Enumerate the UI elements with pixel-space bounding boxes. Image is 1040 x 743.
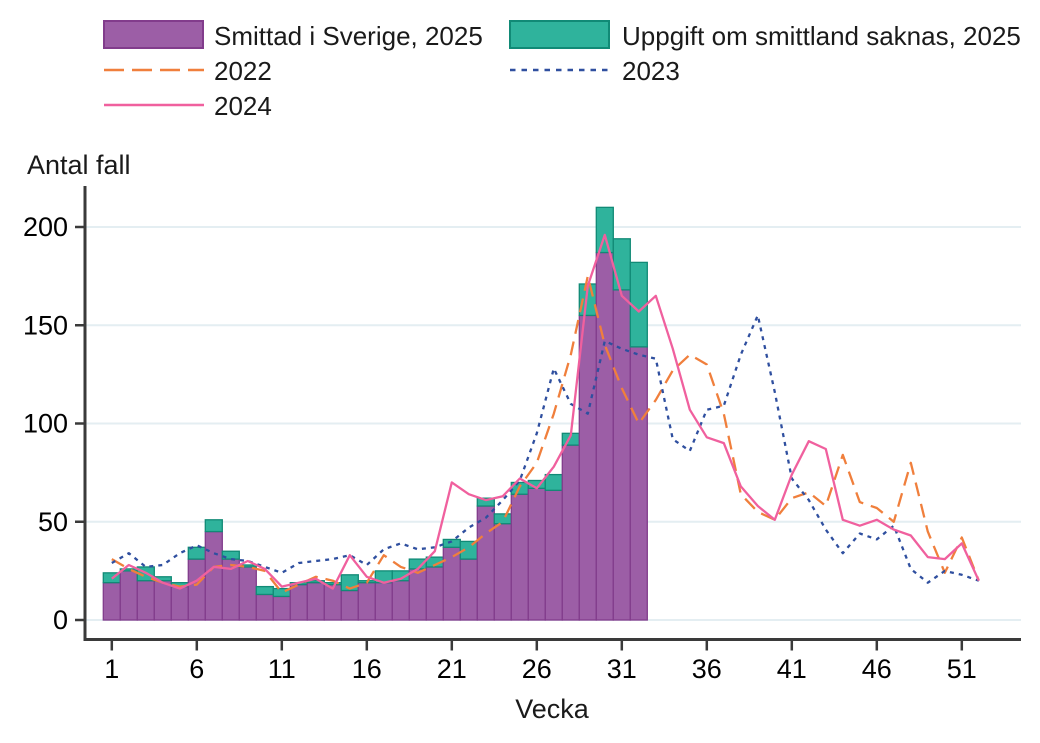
bar-sverige-week-5 xyxy=(170,585,189,621)
bar-saknas-week-7 xyxy=(204,519,223,533)
bar-sverige-week-14 xyxy=(323,583,342,621)
bar-saknas-week-24 xyxy=(493,513,512,525)
bar-sverige-week-1 xyxy=(102,582,121,621)
bar-saknas-week-31 xyxy=(612,238,631,291)
x-tick-label-26: 26 xyxy=(522,654,552,684)
bar-sverige-week-30 xyxy=(595,251,614,621)
x-tick-label-31: 31 xyxy=(607,654,637,684)
bar-sverige-week-26 xyxy=(527,487,546,621)
y-axis-title: Antal fall xyxy=(27,150,131,180)
legend-line-sample-2023 xyxy=(510,68,610,72)
x-tick-label-1: 1 xyxy=(104,654,119,684)
legend-label-2024: 2024 xyxy=(214,91,272,121)
bar-saknas-week-8 xyxy=(221,550,240,560)
x-tick-label-6: 6 xyxy=(189,654,204,684)
y-tick-label-200: 200 xyxy=(23,212,68,242)
bar-sverige-week-29 xyxy=(578,314,597,621)
y-tick-label-150: 150 xyxy=(23,310,68,340)
bar-sverige-week-20 xyxy=(425,566,444,621)
bar-sverige-week-9 xyxy=(238,566,257,621)
legend-swatch-uppgift-saknas xyxy=(509,20,610,49)
bar-sverige-week-6 xyxy=(187,558,206,621)
legend-label-2023: 2023 xyxy=(622,56,680,86)
bar-sverige-week-10 xyxy=(255,593,274,621)
bar-sverige-week-3 xyxy=(136,580,155,621)
bar-sverige-week-4 xyxy=(153,580,172,621)
bar-sverige-week-22 xyxy=(459,558,478,621)
bar-sverige-week-23 xyxy=(476,505,495,621)
x-tick-label-11: 11 xyxy=(268,654,296,684)
legend-label-smittad-sverige: Smittad i Sverige, 2025 xyxy=(214,21,483,51)
bar-sverige-week-17 xyxy=(374,582,393,621)
bar-sverige-week-24 xyxy=(493,523,512,621)
bar-sverige-week-18 xyxy=(391,580,410,621)
legend-label-2022: 2022 xyxy=(214,56,272,86)
bar-sverige-week-12 xyxy=(289,583,308,621)
bar-sverige-week-28 xyxy=(561,444,580,621)
bar-saknas-week-30 xyxy=(595,206,614,254)
bar-saknas-week-27 xyxy=(544,473,563,491)
legend-line-sample-2024 xyxy=(104,103,204,107)
y-tick-label-50: 50 xyxy=(38,507,68,537)
bar-sverige-week-7 xyxy=(204,530,223,621)
x-tick-label-41: 41 xyxy=(777,654,807,684)
x-tick-label-46: 46 xyxy=(862,654,892,684)
bar-sverige-week-11 xyxy=(272,595,291,621)
x-tick-label-16: 16 xyxy=(352,654,382,684)
legend-label-uppgift-saknas: Uppgift om smittland saknas, 2025 xyxy=(622,21,1021,51)
x-tick-label-36: 36 xyxy=(692,654,722,684)
bar-sverige-week-27 xyxy=(544,489,563,621)
legend-line-sample-2022 xyxy=(104,68,204,72)
bar-sverige-week-19 xyxy=(408,568,427,621)
bar-sverige-week-2 xyxy=(119,570,138,621)
line-2022 xyxy=(111,274,980,594)
line-2024 xyxy=(111,233,980,590)
bar-sverige-week-13 xyxy=(306,582,325,621)
x-tick-label-51: 51 xyxy=(947,654,977,684)
x-axis-title: Vecka xyxy=(515,694,589,724)
bar-sverige-week-25 xyxy=(510,493,529,621)
bar-sverige-week-16 xyxy=(357,582,376,621)
legend-swatch-smittad-sverige xyxy=(103,20,204,49)
x-tick-label-21: 21 xyxy=(437,654,467,684)
y-tick-label-0: 0 xyxy=(53,605,68,635)
bar-saknas-week-21 xyxy=(442,538,461,548)
bar-saknas-week-10 xyxy=(255,585,274,596)
bar-sverige-week-21 xyxy=(442,546,461,621)
bar-sverige-week-31 xyxy=(612,289,631,621)
bar-sverige-week-32 xyxy=(629,346,648,621)
bar-sverige-week-15 xyxy=(340,589,359,621)
bar-saknas-week-23 xyxy=(476,497,495,507)
y-tick-label-100: 100 xyxy=(23,409,68,439)
